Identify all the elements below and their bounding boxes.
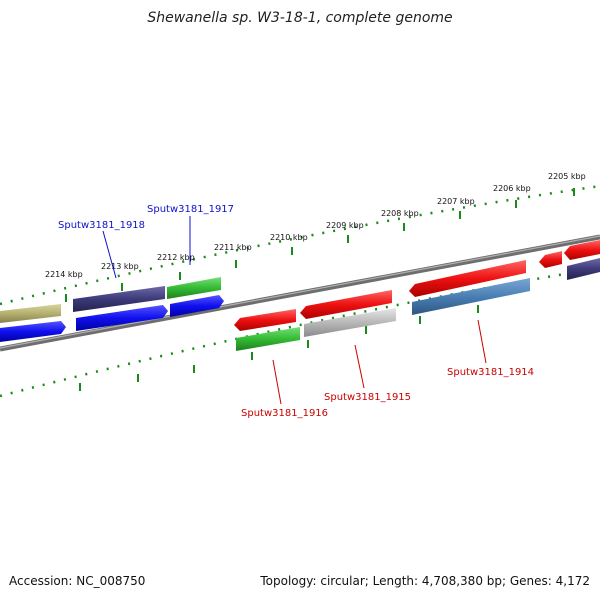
gene-1915[interactable] bbox=[304, 308, 396, 337]
tick-label-2211: 2211 kbp bbox=[214, 243, 252, 252]
gene-1918[interactable] bbox=[76, 305, 168, 331]
gene-1917-block[interactable] bbox=[167, 277, 221, 299]
gene-red-a[interactable] bbox=[300, 290, 392, 319]
gene-1916[interactable] bbox=[236, 327, 300, 351]
gene-label-1914[interactable]: Sputw3181_1914 bbox=[447, 367, 534, 378]
accession-text: Accession: NC_008750 bbox=[9, 574, 146, 588]
gene-label-1915[interactable]: Sputw3181_1915 bbox=[324, 392, 411, 403]
tick-label-2214: 2214 kbp bbox=[45, 270, 83, 279]
gene-label-1916[interactable]: Sputw3181_1916 bbox=[241, 408, 328, 419]
gene-label-1917[interactable]: Sputw3181_1917 bbox=[147, 204, 234, 215]
gene-blue-1919[interactable] bbox=[0, 321, 66, 342]
tick-label-2209: 2209 kbp bbox=[326, 221, 364, 230]
major-ticks bbox=[65, 188, 575, 391]
tick-label-2206: 2206 kbp bbox=[493, 184, 531, 193]
tick-label-2213: 2213 kbp bbox=[101, 262, 139, 271]
gene-red-c[interactable] bbox=[539, 251, 562, 268]
tick-label-2208: 2208 kbp bbox=[381, 209, 419, 218]
gene-1916-arrow[interactable] bbox=[234, 309, 296, 331]
gene-1918-block[interactable] bbox=[73, 286, 165, 312]
gene-1914[interactable] bbox=[412, 278, 530, 315]
tick-label-2212: 2212 kbp bbox=[157, 253, 195, 262]
tick-label-2205: 2205 kbp bbox=[548, 172, 586, 181]
genome-title: Shewanella sp. W3-18-1, complete genome bbox=[147, 10, 453, 26]
genome-summary: Topology: circular; Length: 4,708,380 bp… bbox=[260, 574, 590, 588]
gene-olive[interactable] bbox=[0, 304, 61, 323]
gene-red-d[interactable] bbox=[564, 240, 600, 260]
gene-navy-edge[interactable] bbox=[567, 258, 600, 280]
tick-label-2210: 2210 kbp bbox=[270, 233, 308, 242]
gene-1917[interactable] bbox=[170, 295, 224, 317]
tick-label-2207: 2207 kbp bbox=[437, 197, 475, 206]
gene-label-1918[interactable]: Sputw3181_1918 bbox=[58, 220, 145, 231]
gene-red-b[interactable] bbox=[409, 260, 526, 297]
